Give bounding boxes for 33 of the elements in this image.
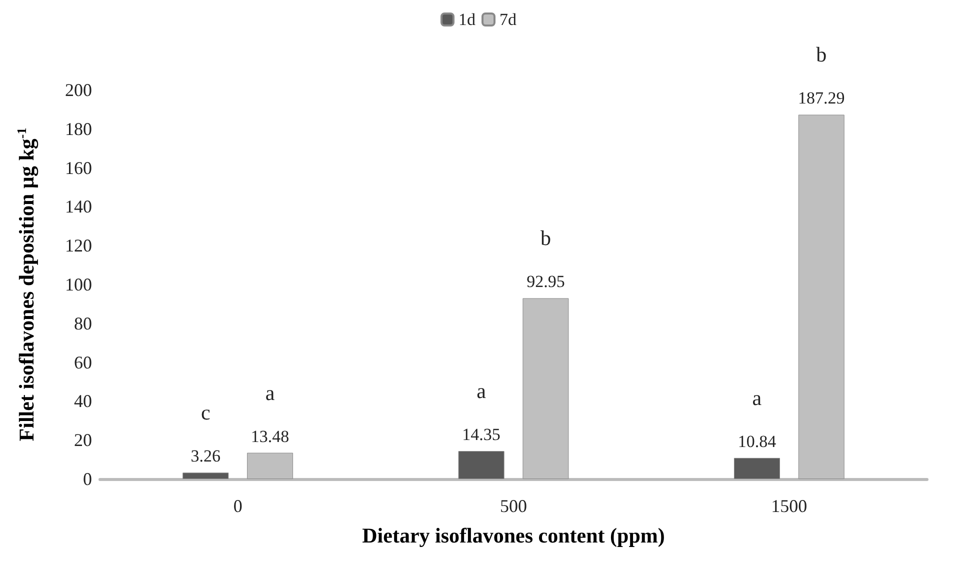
y-tick-label: 120 — [65, 236, 92, 256]
y-tick-label: 200 — [65, 80, 92, 100]
y-tick-label: 100 — [65, 274, 92, 294]
bar — [734, 458, 780, 479]
x-axis-title: Dietary isoflavones content (ppm) — [362, 524, 665, 548]
bar — [458, 451, 504, 479]
data-label: 3.26 — [190, 446, 221, 466]
y-tick-label: 160 — [65, 158, 92, 178]
bar — [182, 472, 229, 479]
data-label: 92.95 — [526, 272, 565, 292]
legend-label: 1d — [458, 10, 476, 29]
annotation: b — [540, 226, 551, 250]
data-label: 14.35 — [462, 425, 500, 444]
data-label: 187.29 — [798, 88, 845, 108]
data-label: 13.48 — [250, 426, 290, 446]
annotation: a — [265, 380, 276, 405]
y-tick-label: 20 — [74, 430, 92, 450]
y-tick-label: 80 — [74, 313, 92, 334]
x-tick-label: 500 — [500, 496, 527, 516]
y-tick-label: 40 — [74, 391, 92, 412]
annotation: a — [476, 379, 487, 404]
annotation: c — [200, 400, 210, 425]
text: b — [816, 42, 827, 67]
legend-label: 7d — [500, 10, 517, 29]
y-tick-label: 0 — [83, 469, 92, 489]
x-tick-label: 1500 — [771, 496, 808, 516]
y-axis-title: Fillet isoflavones deposition µg kg-1 — [14, 128, 38, 442]
y-tick-label: 60 — [74, 352, 92, 372]
y-tick-label: 180 — [65, 118, 92, 139]
data-label: 10.84 — [738, 432, 777, 451]
x-tick-label: 0 — [233, 496, 242, 516]
y-tick-label: 140 — [65, 196, 92, 217]
annotation: a — [752, 386, 762, 410]
